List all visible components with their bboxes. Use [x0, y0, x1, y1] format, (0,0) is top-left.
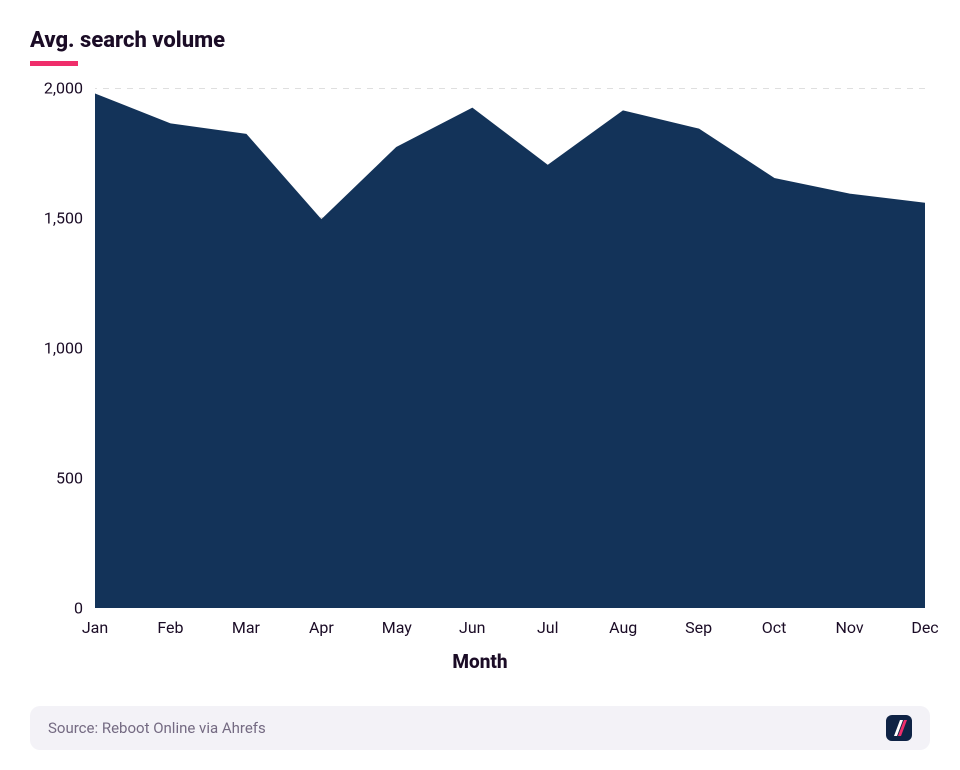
- chart-title: Avg. search volume: [30, 28, 930, 53]
- title-underline: [30, 61, 78, 66]
- x-tick-label: Mar: [232, 618, 260, 637]
- x-tick-label: Jun: [459, 618, 485, 637]
- y-tick-label: 2,000: [0, 79, 83, 98]
- x-tick-label: Jan: [82, 618, 108, 637]
- y-tick-label: 1,000: [0, 339, 83, 358]
- y-tick-label: 0: [0, 599, 83, 618]
- area-chart-svg: [95, 88, 925, 608]
- x-tick-label: Oct: [762, 618, 787, 637]
- x-tick-label: Sep: [685, 618, 712, 637]
- x-tick-label: May: [382, 618, 412, 637]
- x-tick-label: Feb: [157, 618, 183, 637]
- reboot-logo-icon: [886, 715, 912, 741]
- x-axis-title: Month: [0, 650, 960, 673]
- x-tick-label: Aug: [609, 618, 637, 637]
- chart-container: Avg. search volume Month Source: Reboot …: [0, 0, 960, 770]
- y-tick-label: 500: [0, 469, 83, 488]
- x-tick-label: Apr: [309, 618, 334, 637]
- y-tick-label: 1,500: [0, 209, 83, 228]
- chart-plot-area: [95, 88, 925, 608]
- x-tick-label: Jul: [537, 618, 559, 637]
- source-text: Source: Reboot Online via Ahrefs: [48, 719, 266, 737]
- x-tick-label: Nov: [835, 618, 863, 637]
- source-footer: Source: Reboot Online via Ahrefs: [30, 706, 930, 750]
- x-tick-label: Dec: [911, 618, 938, 637]
